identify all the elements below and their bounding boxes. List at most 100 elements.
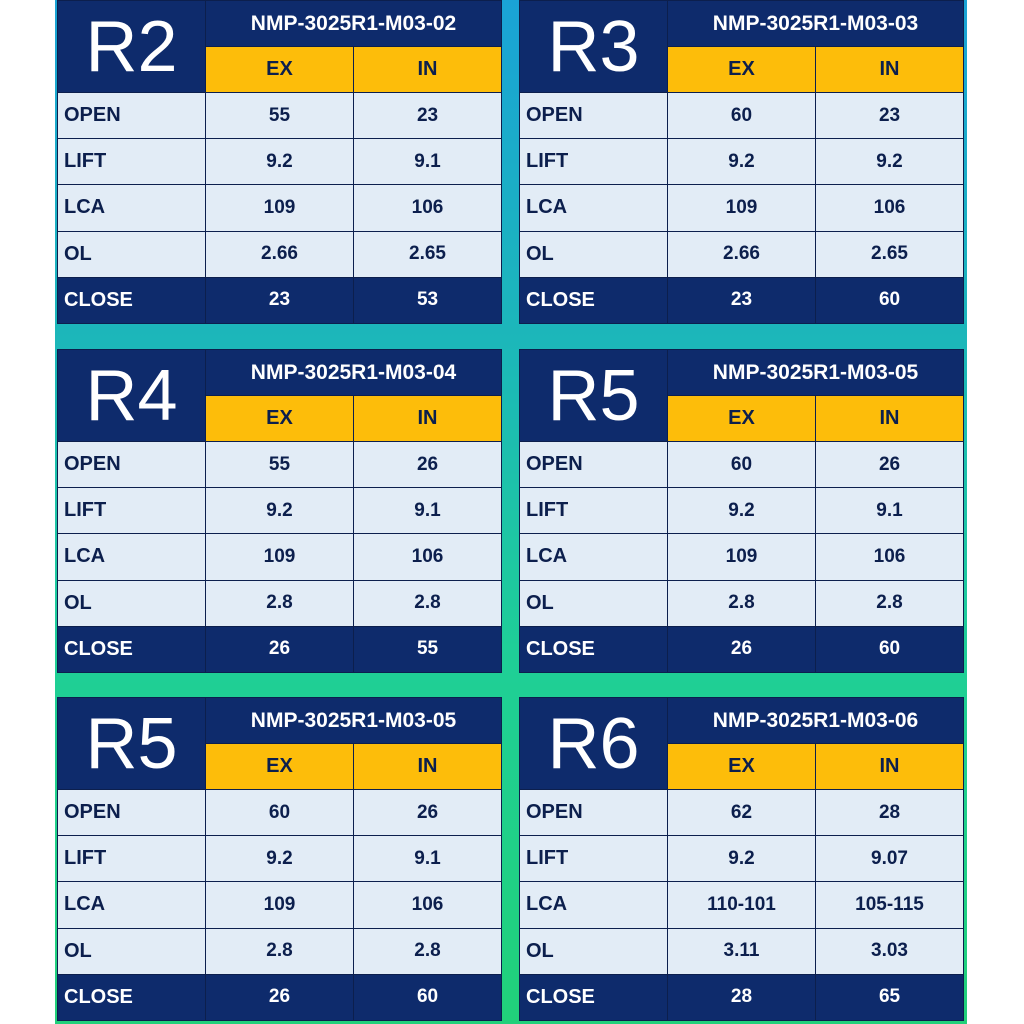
in-value: 9.1 — [352, 487, 503, 535]
spec-panel-r6: R6 NMP-3025R1-M03-06 EX IN OPEN 62 28 LI… — [519, 697, 965, 1022]
row-label: OPEN — [519, 91, 668, 140]
in-value: 65 — [814, 973, 965, 1022]
header-row: R2 NMP-3025R1-M03-02 — [57, 0, 503, 93]
in-value: 26 — [352, 440, 503, 489]
in-value: 106 — [814, 533, 965, 581]
row-label: LIFT — [519, 138, 668, 186]
in-value: 26 — [814, 440, 965, 489]
row-label: CLOSE — [519, 276, 668, 325]
in-value: 9.1 — [814, 487, 965, 535]
in-value: 106 — [352, 881, 503, 929]
ex-value: 62 — [667, 788, 816, 837]
table-row: LIFT 9.2 9.1 — [57, 487, 503, 535]
ex-value: 60 — [205, 788, 354, 837]
in-value: 106 — [352, 184, 503, 232]
ex-value: 26 — [205, 973, 354, 1022]
in-column-header: IN — [814, 743, 965, 790]
in-value: 106 — [352, 533, 503, 581]
ex-value: 2.8 — [205, 579, 354, 627]
table-row: LCA 109 106 — [57, 184, 503, 232]
row-label: LIFT — [57, 138, 206, 186]
panel-badge: R3 — [519, 0, 668, 93]
table-row: OPEN 62 28 — [519, 788, 965, 837]
table-row: LIFT 9.2 9.1 — [57, 835, 503, 883]
in-value: 26 — [352, 788, 503, 837]
panel-badge: R5 — [519, 349, 668, 442]
ex-value: 28 — [667, 973, 816, 1022]
header-row: R6 NMP-3025R1-M03-06 — [519, 697, 965, 790]
table-row: CLOSE 26 60 — [519, 625, 965, 674]
in-value: 2.65 — [814, 230, 965, 278]
model-number: NMP-3025R1-M03-04 — [204, 349, 503, 396]
spec-table: R4 NMP-3025R1-M03-04 EX IN OPEN 55 26 LI… — [57, 349, 503, 674]
ex-value: 26 — [205, 625, 354, 674]
table-row: OL 2.66 2.65 — [519, 230, 965, 278]
ex-column-header: EX — [667, 743, 816, 790]
table-row: OPEN 55 26 — [57, 440, 503, 489]
table-row: LIFT 9.2 9.2 — [519, 138, 965, 186]
in-value: 9.1 — [352, 835, 503, 883]
row-label: OPEN — [57, 91, 206, 140]
row-label: LCA — [519, 533, 668, 581]
table-row: OL 2.8 2.8 — [57, 927, 503, 975]
in-value: 2.8 — [814, 579, 965, 627]
row-label: LIFT — [519, 835, 668, 883]
spec-table: R2 NMP-3025R1-M03-02 EX IN OPEN 55 23 LI… — [57, 0, 503, 325]
row-label: OL — [57, 927, 206, 975]
header-row: R5 NMP-3025R1-M03-05 — [519, 349, 965, 442]
row-label: OPEN — [519, 788, 668, 837]
ex-value: 109 — [667, 533, 816, 581]
row-label: CLOSE — [57, 973, 206, 1022]
in-value: 2.8 — [352, 579, 503, 627]
row-label: OL — [57, 579, 206, 627]
table-row: CLOSE 28 65 — [519, 973, 965, 1022]
spec-panel-r4: R4 NMP-3025R1-M03-04 EX IN OPEN 55 26 LI… — [57, 349, 503, 674]
column-header-row: EX IN — [520, 743, 965, 790]
panel-badge: R5 — [57, 697, 206, 790]
ex-value: 2.66 — [667, 230, 816, 278]
ex-value: 9.2 — [205, 138, 354, 186]
row-label: OPEN — [519, 440, 668, 489]
table-row: OL 2.66 2.65 — [57, 230, 503, 278]
in-column-header: IN — [352, 743, 503, 790]
ex-column-header: EX — [667, 46, 816, 93]
in-value: 9.1 — [352, 138, 503, 186]
ex-column-header: EX — [667, 395, 816, 442]
column-header-row: EX IN — [520, 395, 965, 442]
ex-value: 9.2 — [667, 487, 816, 535]
ex-value: 23 — [667, 276, 816, 325]
in-value: 9.2 — [814, 138, 965, 186]
spec-panel-r5: R5 NMP-3025R1-M03-05 EX IN OPEN 60 26 LI… — [57, 697, 503, 1022]
row-label: LCA — [57, 184, 206, 232]
table-row: OPEN 60 23 — [519, 91, 965, 140]
in-value: 60 — [814, 276, 965, 325]
in-column-header: IN — [814, 395, 965, 442]
table-row: CLOSE 23 53 — [57, 276, 503, 325]
in-column-header: IN — [352, 46, 503, 93]
in-value: 23 — [352, 91, 503, 140]
row-label: LCA — [57, 533, 206, 581]
model-number: NMP-3025R1-M03-05 — [204, 697, 503, 744]
column-header-row: EX IN — [58, 743, 503, 790]
row-label: OL — [519, 230, 668, 278]
ex-value: 55 — [205, 440, 354, 489]
ex-value: 110-101 — [667, 881, 816, 929]
table-row: LCA 109 106 — [519, 184, 965, 232]
ex-value: 60 — [667, 440, 816, 489]
table-row: CLOSE 26 55 — [57, 625, 503, 674]
spec-panel-r3: R3 NMP-3025R1-M03-03 EX IN OPEN 60 23 LI… — [519, 0, 965, 325]
ex-column-header: EX — [205, 395, 354, 442]
in-value: 55 — [352, 625, 503, 674]
header-row: R4 NMP-3025R1-M03-04 — [57, 349, 503, 442]
in-value: 2.65 — [352, 230, 503, 278]
table-row: LCA 109 106 — [57, 881, 503, 929]
table-row: OPEN 60 26 — [57, 788, 503, 837]
column-header-row: EX IN — [58, 46, 503, 93]
ex-value: 2.8 — [667, 579, 816, 627]
spec-panel-r2: R2 NMP-3025R1-M03-02 EX IN OPEN 55 23 LI… — [57, 0, 503, 325]
row-label: OPEN — [57, 788, 206, 837]
row-label: LIFT — [57, 487, 206, 535]
row-label: LIFT — [57, 835, 206, 883]
ex-value: 2.8 — [205, 927, 354, 975]
in-value: 28 — [814, 788, 965, 837]
